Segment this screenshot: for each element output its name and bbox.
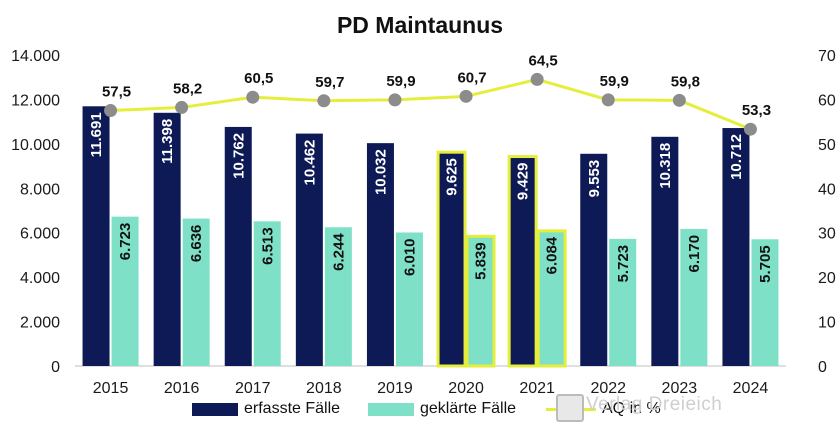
bar-label-geklaerte: 5.705: [757, 245, 774, 283]
aq-point-label: 60,7: [457, 69, 486, 86]
y-left-tick-label: 10.000: [11, 137, 60, 154]
watermark-logo-icon: [556, 394, 584, 422]
aq-point-2017: [246, 90, 260, 104]
bar-label-erfasste: 9.429: [515, 163, 532, 201]
bar-geklaerte-2020: [465, 234, 496, 368]
y-right-tick-label: 60: [818, 92, 836, 109]
bar-geklaerte-2021: [536, 229, 567, 368]
bar-label-erfasste: 10.032: [372, 149, 389, 195]
chart-legend: erfasste Fälle geklärte Fälle AQ in %: [0, 400, 840, 424]
bar-label-erfasste: 10.462: [301, 140, 318, 186]
aq-point-label: 59,8: [671, 73, 700, 90]
aq-point-label: 59,9: [386, 73, 415, 90]
bar-erfasste-2018: [295, 133, 323, 366]
bar-erfasste-2016: [153, 112, 181, 366]
y-left-tick-label: 0: [51, 359, 60, 376]
aq-line: [110, 77, 752, 131]
aq-point-label: 59,7: [315, 74, 344, 91]
bar-label-geklaerte: 6.636: [188, 225, 205, 263]
bar-label-erfasste: 9.553: [586, 160, 603, 198]
bar-label-geklaerte: 6.084: [544, 236, 561, 274]
y-left-tick-label: 8.000: [20, 181, 60, 198]
bar-label-geklaerte: 6.010: [401, 238, 418, 276]
legend-swatch-erfasste: [192, 402, 238, 416]
x-tick-label: 2024: [733, 380, 769, 397]
bar-geklaerte-2018: [324, 227, 352, 366]
bar-erfasste-2023: [651, 136, 679, 366]
bar-geklaerte-2019: [395, 232, 423, 366]
x-tick-label: 2020: [448, 380, 484, 397]
bar-erfasste-2021: [507, 155, 538, 368]
y-left-tick-label: 12.000: [11, 92, 60, 109]
bar-erfasste-2017: [224, 126, 252, 366]
bar-label-erfasste: 10.762: [230, 133, 247, 179]
bar-label-geklaerte: 6.513: [259, 227, 276, 265]
bar-label-geklaerte: 5.839: [473, 242, 490, 280]
aq-point-2022: [601, 93, 615, 107]
bar-label-erfasste: 10.318: [657, 143, 674, 189]
y-right-tick-label: 0: [818, 359, 827, 376]
aq-point-2015: [104, 104, 118, 118]
aq-point-label: 58,2: [173, 80, 202, 97]
bar-label-geklaerte: 6.244: [330, 233, 347, 271]
aq-point-2019: [388, 93, 402, 107]
y-right-tick-label: 10: [818, 315, 836, 332]
bar-label-erfasste: 9.625: [444, 158, 461, 196]
legend-item-erfasste: erfasste Fälle: [192, 400, 340, 418]
bar-geklaerte-2016: [182, 218, 210, 366]
x-tick-label: 2022: [590, 380, 626, 397]
bar-label-geklaerte: 6.723: [117, 223, 134, 261]
bar-label-geklaerte: 5.723: [615, 245, 632, 283]
x-tick-label: 2016: [164, 380, 200, 397]
y-right-tick-label: 70: [818, 48, 836, 65]
aq-point-2024: [743, 122, 757, 136]
aq-point-2016: [175, 100, 189, 114]
aq-point-label: 57,5: [102, 84, 131, 101]
x-tick-label: 2015: [93, 380, 129, 397]
bar-label-erfasste: 11.398: [159, 119, 176, 164]
legend-item-geklaerte: geklärte Fälle: [368, 400, 516, 418]
y-right-tick-label: 30: [818, 226, 836, 243]
bar-label-erfasste: 11.691: [88, 112, 105, 157]
y-right-tick-label: 40: [818, 181, 836, 198]
bar-erfasste-2020: [436, 150, 467, 368]
bar-erfasste-2022: [580, 153, 608, 366]
x-tick-label: 2017: [235, 380, 271, 397]
aq-point-2018: [317, 94, 331, 108]
bar-geklaerte-2022: [609, 238, 637, 366]
legend-label-aq: AQ in %: [602, 400, 661, 417]
bar-erfasste-2015: [82, 106, 110, 366]
y-left-tick-label: 14.000: [11, 48, 60, 65]
legend-swatch-geklaerte: [368, 402, 414, 416]
bar-geklaerte-2023: [680, 228, 708, 366]
bar-geklaerte-2015: [111, 216, 139, 366]
bar-geklaerte-2024: [751, 239, 779, 366]
x-tick-label: 2019: [377, 380, 413, 397]
aq-point-2021: [530, 72, 544, 86]
bar-label-geklaerte: 6.170: [686, 235, 703, 273]
bar-label-erfasste: 10.712: [728, 134, 745, 180]
legend-label-geklaerte: geklärte Fälle: [420, 400, 517, 417]
legend-label-erfasste: erfasste Fälle: [244, 400, 341, 417]
aq-point-label: 59,9: [600, 73, 629, 90]
chart-title: PD Maintaunus: [336, 12, 504, 38]
y-left-tick-label: 4.000: [20, 270, 60, 287]
y-right-tick-label: 50: [818, 137, 836, 154]
y-left-tick-label: 6.000: [20, 226, 60, 243]
x-tick-label: 2023: [662, 380, 698, 397]
x-tick-label: 2021: [519, 380, 555, 397]
bar-geklaerte-2017: [253, 221, 281, 366]
y-right-tick-label: 20: [818, 270, 836, 287]
aq-point-label: 53,3: [742, 102, 771, 119]
aq-point-label: 60,5: [244, 70, 273, 87]
y-left-tick-label: 2.000: [20, 315, 60, 332]
aq-point-2023: [672, 93, 686, 107]
bar-erfasste-2019: [366, 143, 394, 366]
aq-point-label: 64,5: [529, 52, 558, 69]
watermark: Verlag Dreieich: [586, 394, 723, 415]
x-tick-label: 2018: [306, 380, 342, 397]
aq-point-2020: [459, 89, 473, 103]
bar-erfasste-2024: [722, 128, 750, 366]
